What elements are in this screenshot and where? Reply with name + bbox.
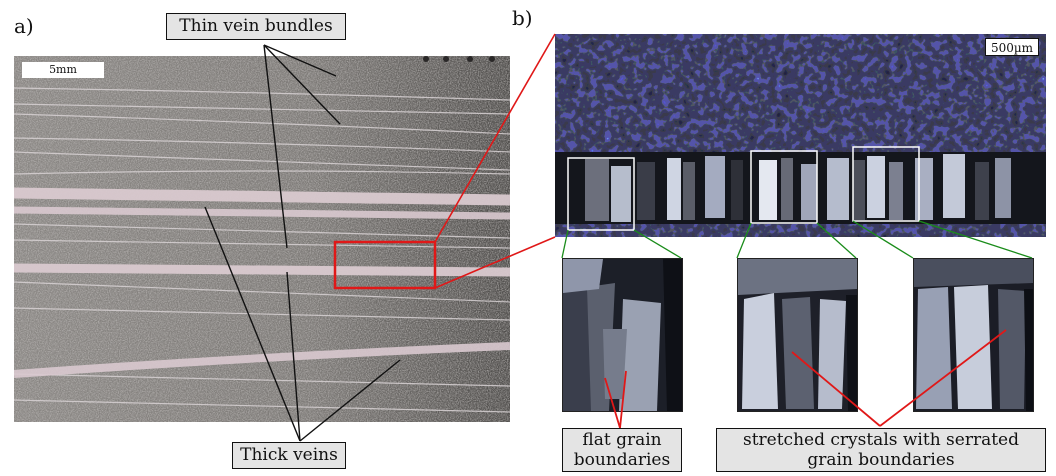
zoom-inset-2 [737, 258, 858, 412]
panel-a-letter: a) [14, 14, 34, 38]
stretched-crystals-label: stretched crystals with serrated grain b… [716, 428, 1046, 472]
panel-b-scale-bar: 500µm [985, 38, 1039, 56]
stretched-label-line-2: grain boundaries [807, 450, 955, 470]
stretched-label-line-1: stretched crystals with serrated [742, 430, 1020, 450]
cross-polarized-micrograph [555, 34, 1046, 237]
flat-label-line-1: flat grain [582, 430, 662, 450]
thick-veins-label: Thick veins [232, 442, 346, 469]
highlight-box [333, 240, 437, 290]
panel-b-letter: b) [512, 6, 533, 30]
thin-vein-bundles-label: Thin vein bundles [166, 13, 346, 40]
zoom-inset-1 [562, 258, 683, 412]
rock-sample-photo [14, 56, 510, 422]
flat-grain-boundaries-label: flat grain boundaries [562, 428, 682, 472]
flat-label-line-2: boundaries [573, 450, 671, 470]
panel-a-scale-bar: 5mm [22, 62, 104, 78]
